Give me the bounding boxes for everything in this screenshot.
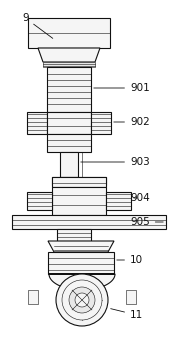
Text: 901: 901 xyxy=(94,83,150,93)
Text: 905: 905 xyxy=(130,217,163,227)
Bar xyxy=(48,252,114,274)
Bar xyxy=(43,62,95,67)
Bar xyxy=(126,290,136,304)
Polygon shape xyxy=(38,48,100,62)
Circle shape xyxy=(56,274,108,326)
Bar xyxy=(27,112,47,134)
Text: 11: 11 xyxy=(111,309,143,320)
Bar xyxy=(47,134,91,152)
Text: 10: 10 xyxy=(117,255,143,265)
Circle shape xyxy=(62,280,102,320)
Bar xyxy=(27,192,52,210)
Text: 904: 904 xyxy=(130,193,150,203)
Bar xyxy=(47,112,91,134)
Bar xyxy=(60,152,78,177)
Bar xyxy=(57,229,91,241)
Bar xyxy=(106,192,131,210)
Polygon shape xyxy=(52,177,106,185)
Bar xyxy=(12,215,166,229)
Polygon shape xyxy=(48,241,114,252)
Bar xyxy=(91,112,111,134)
Bar xyxy=(52,187,106,215)
Bar xyxy=(52,177,106,187)
Text: 902: 902 xyxy=(114,117,150,127)
Text: 903: 903 xyxy=(81,157,150,167)
Polygon shape xyxy=(49,274,115,290)
Circle shape xyxy=(69,287,95,313)
Text: 9: 9 xyxy=(22,13,53,38)
Bar xyxy=(28,18,110,48)
Circle shape xyxy=(75,293,89,307)
Bar xyxy=(47,67,91,112)
Bar xyxy=(28,290,38,304)
